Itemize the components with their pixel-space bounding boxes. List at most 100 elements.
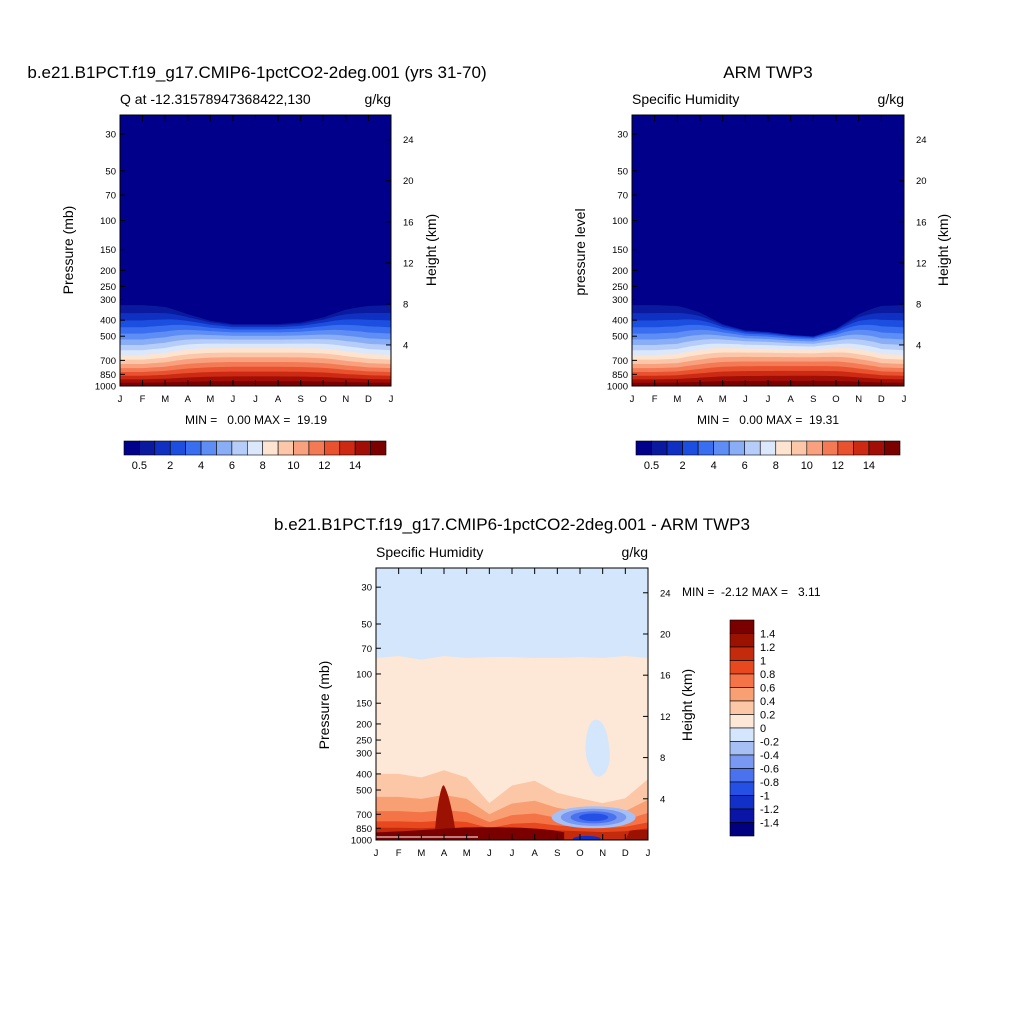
panel-1-y-axis-right: 4 8 12 16 20 24 — [386, 135, 414, 351]
colorbar-label: -1.2 — [760, 804, 779, 816]
colorbar-swatch — [729, 687, 755, 702]
panel-1-minmax: MIN = 0.00 MAX = 19.19 — [185, 413, 327, 427]
colorbar-swatch — [713, 440, 730, 456]
panel-3-plot-area — [376, 568, 648, 840]
panel-2-left-label: Specific Humidity — [632, 91, 739, 107]
colorbar-swatch — [729, 727, 755, 742]
colorbar-swatch — [729, 822, 755, 837]
colorbar-label: 0 — [760, 723, 766, 735]
y-tick-label: 100 — [100, 216, 116, 227]
colorbar-label: 14 — [863, 460, 875, 472]
y-tick-label: 150 — [356, 699, 372, 710]
panel-arm-observations: ARM TWP3 Specific Humidity g/kg 30 50 70 10… — [572, 63, 951, 472]
x-tick-label: M — [673, 394, 681, 405]
colorbar-swatch — [729, 754, 755, 769]
colorbar-swatch — [370, 440, 387, 456]
panel-1-units-label: g/kg — [365, 91, 391, 107]
colorbar-swatch — [729, 646, 755, 661]
x-tick-label: O — [576, 848, 583, 859]
colorbar-swatch — [822, 440, 839, 456]
colorbar-label: 4 — [198, 460, 204, 472]
panel-difference: b.e21.B1PCT.f19_g17.CMIP6-1pctCO2-2deg.0… — [274, 515, 821, 859]
x-tick-label: J — [646, 848, 651, 859]
y-tick-label: 150 — [612, 245, 628, 256]
y-tick-label: 1000 — [607, 382, 628, 393]
y-tick-label: 200 — [612, 266, 628, 277]
panel-3-y-axis-right: 4 8 12 16 20 24 — [643, 588, 671, 805]
x-tick-label: M — [417, 848, 425, 859]
colorbar-swatch — [666, 440, 683, 456]
y-tick-label: 300 — [100, 295, 116, 306]
y-tick-label: 50 — [361, 619, 372, 630]
colorbar-swatch — [790, 440, 808, 456]
colorbar-label: 0.2 — [760, 710, 775, 722]
y-tick-label: 500 — [612, 332, 628, 343]
panel-1-plot-area — [120, 115, 391, 386]
colorbar-swatch — [682, 440, 699, 456]
y-right-tick-label: 24 — [916, 135, 927, 146]
colorbar-label: 8 — [260, 460, 266, 472]
colorbar-swatch — [729, 741, 755, 756]
panel-3-left-label: Specific Humidity — [376, 544, 483, 560]
humidity-field — [632, 115, 904, 386]
y-tick-label: 200 — [100, 266, 116, 277]
x-tick-label: N — [855, 394, 862, 405]
y-tick-label: 1000 — [351, 836, 372, 847]
y-right-tick-label: 4 — [403, 340, 408, 351]
y-tick-label: 50 — [105, 166, 116, 177]
colorbar-swatch — [185, 440, 202, 456]
y-tick-label: 300 — [356, 749, 372, 760]
colorbar-label: 6 — [229, 460, 235, 472]
colorbar-label: -0.6 — [760, 764, 779, 776]
colorbar-label: -1.4 — [760, 818, 779, 830]
colorbar-label: -0.8 — [760, 777, 779, 789]
x-tick-label: M — [463, 848, 471, 859]
panel-3-y-label: Pressure (mb) — [316, 661, 332, 750]
x-tick-label: A — [441, 848, 448, 859]
y-right-tick-label: 8 — [660, 753, 665, 764]
panel-2-minmax: MIN = 0.00 MAX = 19.31 — [697, 413, 839, 427]
colorbar-label: 4 — [711, 460, 717, 472]
colorbar-swatch — [635, 440, 652, 456]
y-right-tick-label: 24 — [403, 135, 414, 146]
colorbar-swatch — [123, 440, 140, 456]
colorbar-swatch — [324, 440, 341, 456]
x-tick-label: D — [622, 848, 629, 859]
y-tick-label: 100 — [356, 669, 372, 680]
panel-3-minmax: MIN = -2.12 MAX = 3.11 — [682, 585, 821, 599]
x-tick-label: M — [206, 394, 214, 405]
colorbar-swatch — [169, 440, 186, 456]
panel-1-title: b.e21.B1PCT.f19_g17.CMIP6-1pctCO2-2deg.0… — [27, 63, 486, 82]
colorbar-swatch — [729, 633, 755, 648]
y-tick-label: 700 — [100, 356, 116, 367]
y-tick-label: 400 — [356, 769, 372, 780]
x-tick-label: S — [297, 394, 303, 405]
panel-3-y-label-right: Height (km) — [679, 669, 695, 741]
colorbar-label: 8 — [773, 460, 779, 472]
colorbar-label: 12 — [832, 460, 844, 472]
colorbar-swatch — [231, 440, 248, 456]
panel-2-title: ARM TWP3 — [723, 63, 812, 82]
colorbar-swatch — [262, 440, 279, 456]
x-tick-label: M — [161, 394, 169, 405]
panel-2-colorbar: 0.5 2 4 6 8 10 12 14 — [635, 440, 901, 472]
x-tick-label: J — [389, 394, 394, 405]
x-tick-label: J — [374, 848, 379, 859]
y-tick-label: 400 — [612, 316, 628, 327]
x-tick-label: M — [719, 394, 727, 405]
y-right-tick-label: 12 — [660, 712, 671, 723]
colorbar-swatch — [729, 795, 755, 810]
colorbar-swatch — [837, 440, 854, 456]
x-tick-label: D — [365, 394, 372, 405]
colorbar-swatch — [729, 673, 755, 688]
colorbar-swatch — [354, 440, 371, 456]
colorbar-label: 0.5 — [132, 460, 147, 472]
colorbar-label: 14 — [349, 460, 361, 472]
colorbar-swatch — [853, 440, 870, 456]
panel-model-climatology: b.e21.B1PCT.f19_g17.CMIP6-1pctCO2-2deg.0… — [27, 63, 486, 472]
